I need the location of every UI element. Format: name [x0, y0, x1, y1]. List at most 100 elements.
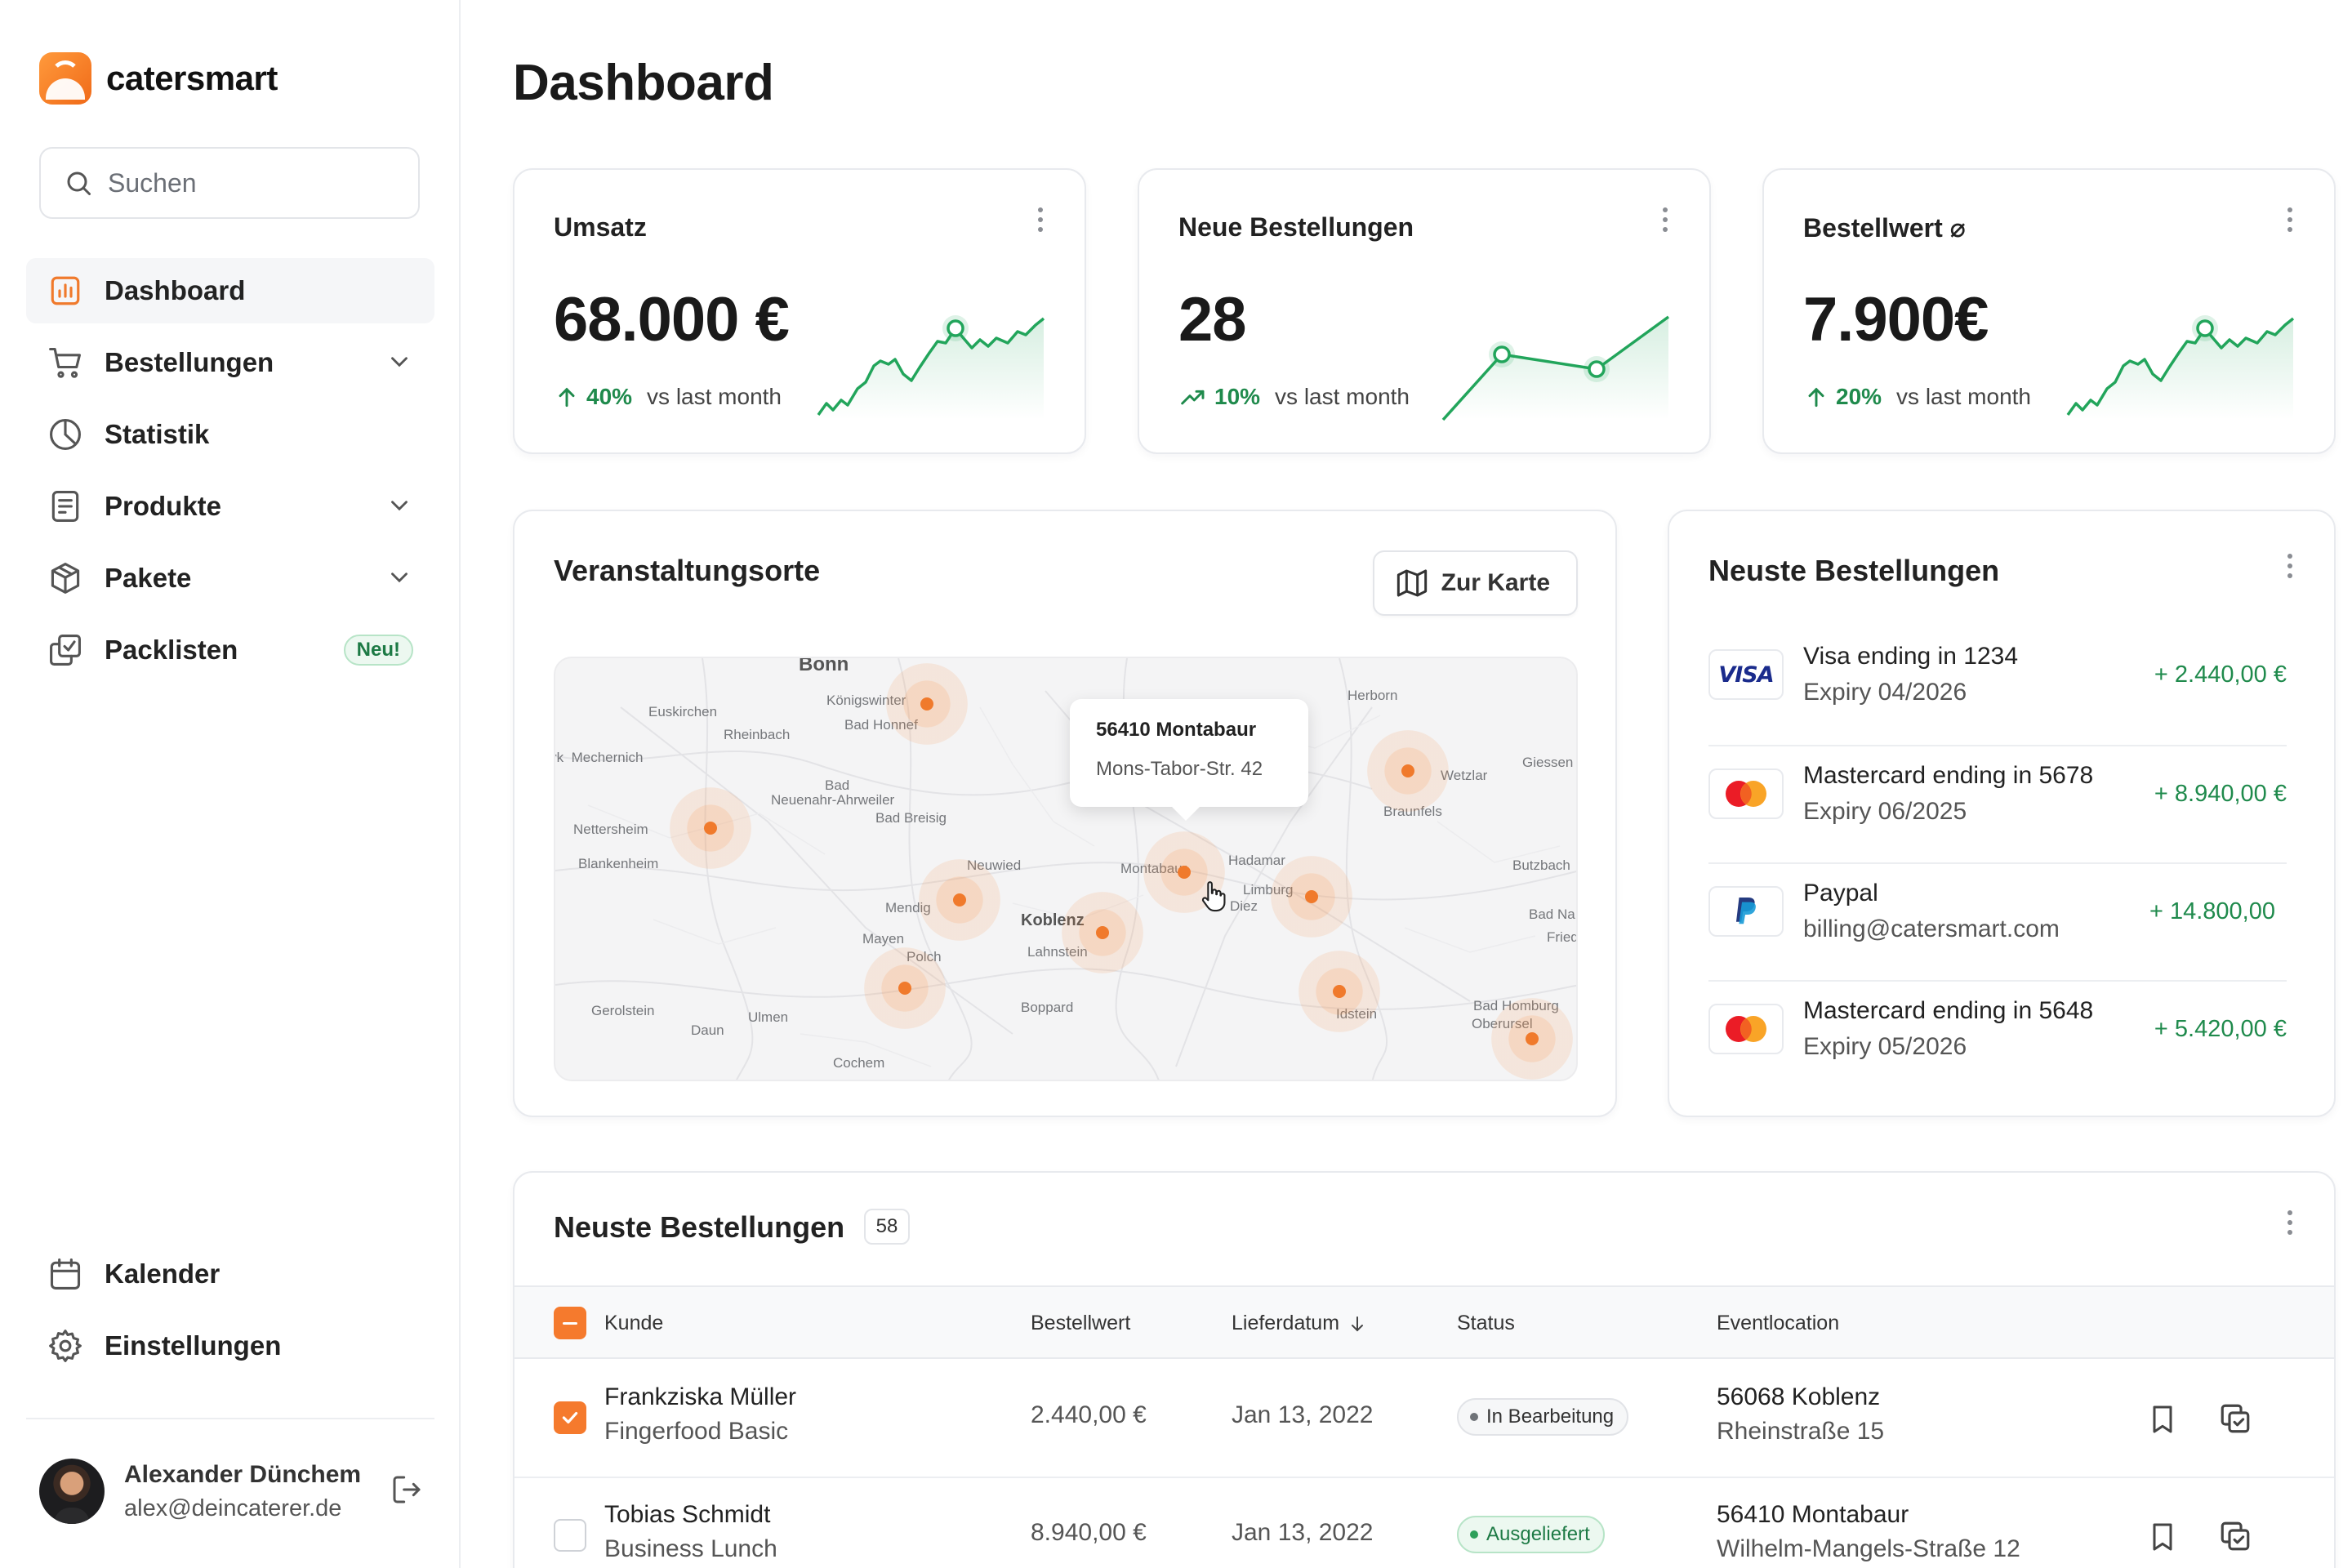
column-header-status[interactable]: Status — [1457, 1312, 1515, 1334]
kpi-card-bestellwert: Bestellwert ⌀ 7.900€ 20% vs last month — [1762, 168, 2336, 454]
sidebar-item-produkte[interactable]: Produkte — [26, 474, 434, 539]
payment-item[interactable]: Mastercard ending in 5648 Expiry 05/2026… — [1708, 970, 2287, 1088]
sidebar-item-dashboard[interactable]: Dashboard — [26, 258, 434, 323]
venue-pin[interactable] — [670, 787, 751, 869]
chevron-down-icon[interactable] — [385, 564, 413, 591]
bookmark-icon[interactable] — [2146, 1403, 2179, 1436]
chevron-down-icon[interactable] — [385, 492, 413, 519]
cart-icon — [47, 345, 83, 381]
recent-payments-card: Neuste Bestellungen VISA Visa ending in … — [1668, 510, 2336, 1117]
map-town-label: Giessen — [1522, 755, 1574, 770]
map-town-label: Braunfels — [1383, 804, 1442, 820]
venue-pin[interactable] — [1298, 951, 1380, 1032]
logout-icon[interactable] — [390, 1473, 423, 1506]
map-town-label: Polch — [906, 949, 942, 965]
payment-amount: + 8.940,00 € — [2154, 780, 2287, 807]
search-input[interactable]: Suchen — [39, 147, 420, 219]
column-header-kunde[interactable]: Kunde — [604, 1312, 664, 1334]
payment-amount: + 5.420,00 € — [2154, 1015, 2287, 1042]
bookmark-icon[interactable] — [2146, 1521, 2179, 1553]
mastercard-logo-icon — [1708, 768, 1784, 819]
delivery-date: Jan 13, 2022 — [1232, 1401, 1374, 1428]
map-town-label: rk Mechernich — [554, 750, 644, 765]
delivery-date: Jan 13, 2022 — [1232, 1519, 1374, 1546]
kpi-card-neue-bestellungen: Neue Bestellungen 28 10% vs last month — [1138, 168, 1711, 454]
payment-item[interactable]: Mastercard ending in 5678 Expiry 06/2025… — [1708, 735, 2287, 853]
copy-check-icon[interactable] — [2218, 1519, 2252, 1553]
more-options-icon[interactable] — [1657, 207, 1673, 232]
calendar-icon — [47, 1256, 83, 1292]
payment-item[interactable]: Paypal billing@catersmart.com + 14.800,0… — [1708, 853, 2287, 970]
paypal-logo-icon — [1708, 886, 1784, 937]
column-header-lieferdatum[interactable]: Lieferdatum — [1232, 1312, 1367, 1335]
payment-method: Mastercard ending in 5678 — [1803, 762, 2094, 789]
status-dot — [1470, 1413, 1478, 1421]
kpi-delta: 40% vs last month — [554, 384, 782, 410]
chevron-down-icon[interactable] — [385, 348, 413, 376]
map-town-label: Butzbach — [1512, 858, 1570, 873]
more-options-icon[interactable] — [2282, 207, 2298, 232]
payment-detail: billing@catersmart.com — [1803, 915, 2060, 942]
copy-check-icon[interactable] — [2218, 1401, 2252, 1436]
map-town-label: Euskirchen — [648, 704, 718, 719]
kpi-value: 28 — [1178, 285, 1247, 354]
venue-pin[interactable] — [1271, 856, 1352, 938]
map-town-label: Koblenz — [1021, 911, 1085, 929]
avatar[interactable] — [39, 1459, 105, 1524]
column-header-bestellwert[interactable]: Bestellwert — [1031, 1312, 1131, 1334]
map-roads — [555, 658, 1576, 1080]
map-town-label: Nettersheim — [573, 822, 648, 837]
row-checkbox[interactable] — [554, 1519, 586, 1552]
kpi-title: Neue Bestellungen — [1178, 212, 1414, 242]
payment-item[interactable]: VISA Visa ending in 1234 Expiry 04/2026 … — [1708, 616, 2287, 733]
select-all-checkbox[interactable] — [554, 1307, 586, 1339]
venue-pin[interactable] — [1062, 892, 1143, 973]
venue-pin[interactable] — [886, 663, 968, 745]
map-town-label: Ulmen — [748, 1009, 789, 1025]
search-icon — [67, 172, 91, 195]
venue-pin[interactable] — [919, 859, 1000, 941]
sidebar-item-label: Dashboard — [105, 275, 246, 305]
payment-method: Visa ending in 1234 — [1803, 643, 2018, 670]
customer-name: Tobias Schmidt — [604, 1501, 771, 1528]
venue-map[interactable]: Bonn Königswinter Bad Honnef Euskirchen … — [554, 657, 1578, 1081]
search-placeholder: Suchen — [108, 167, 197, 198]
more-options-icon[interactable] — [2282, 1210, 2298, 1235]
column-header-eventlocation[interactable]: Eventlocation — [1717, 1312, 1840, 1334]
sidebar-item-bestellungen[interactable]: Bestellungen — [26, 330, 434, 395]
orders-table-card: Neuste Bestellungen 58 Kunde Bestellwert… — [513, 1171, 2336, 1568]
tooltip-title: 56410 Montabaur — [1096, 719, 1257, 741]
orders-count-badge: 58 — [864, 1209, 910, 1245]
venue-pin[interactable] — [1491, 998, 1573, 1080]
kpi-delta-value: 20% — [1836, 384, 1882, 409]
kpi-delta-value: 10% — [1214, 384, 1261, 409]
app-logo[interactable]: catersmart — [39, 52, 278, 105]
more-options-icon[interactable] — [2282, 554, 2298, 578]
sidebar-item-pakete[interactable]: Pakete — [26, 546, 434, 611]
sidebar-item-statistik[interactable]: Statistik — [26, 402, 434, 467]
kpi-title: Umsatz — [554, 212, 647, 242]
sidebar-item-kalender[interactable]: Kalender — [26, 1241, 434, 1307]
row-checkbox[interactable] — [554, 1401, 586, 1434]
main-nav: Dashboard Bestellungen Statistik Produkt… — [26, 258, 434, 689]
table-row[interactable]: Frankziska Müller Fingerfood Basic 2.440… — [514, 1361, 2334, 1477]
logo-icon — [39, 52, 91, 105]
venue-tooltip: 56410 Montabaur Mons-Tabor-Str. 42 — [1070, 699, 1308, 807]
order-value: 2.440,00 € — [1031, 1401, 1147, 1428]
map-town-label: Wetzlar — [1441, 768, 1488, 783]
map-town-label: Hadamar — [1228, 853, 1285, 868]
sparkline-chart — [817, 315, 1045, 420]
open-map-button[interactable]: Zur Karte — [1372, 550, 1578, 616]
kpi-value: 68.000 € — [554, 285, 790, 354]
event-location: 56410 Montabaur — [1717, 1501, 1909, 1528]
venue-pin[interactable] — [1367, 730, 1449, 812]
sidebar-item-packlisten[interactable]: Packlisten Neu! — [26, 617, 434, 683]
table-row[interactable]: Tobias Schmidt Business Lunch 8.940,00 €… — [514, 1478, 2334, 1568]
recent-payments-title: Neuste Bestellungen — [1708, 554, 2000, 587]
more-options-icon[interactable] — [1032, 207, 1049, 232]
map-town-label: Königswinter — [826, 693, 906, 708]
status-label: Ausgeliefert — [1486, 1523, 1590, 1545]
user-profile[interactable]: Alexander Dünchem alex@deincaterer.de — [39, 1457, 423, 1526]
venue-pin[interactable] — [864, 947, 946, 1029]
sidebar-item-einstellungen[interactable]: Einstellungen — [26, 1313, 434, 1379]
